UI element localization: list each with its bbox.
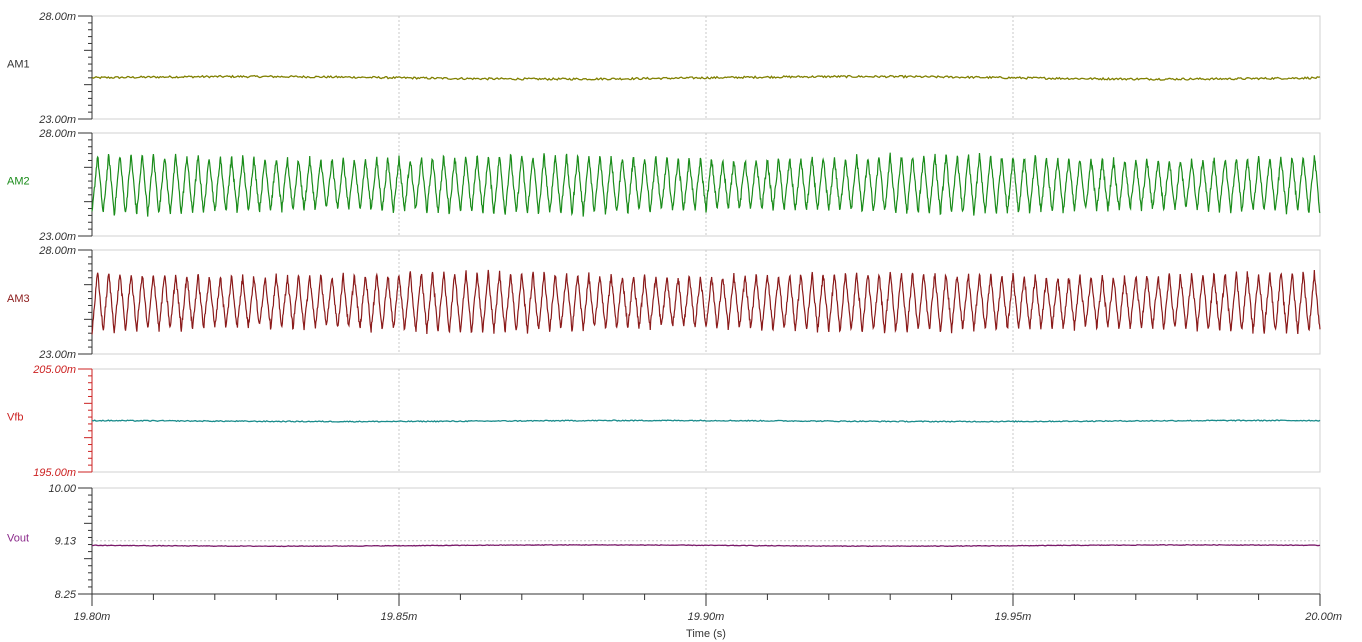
- y-max-label: 28.00m: [38, 11, 76, 23]
- x-tick-label: 19.95m: [995, 611, 1032, 623]
- trace-am1: [91, 74, 1321, 81]
- y-max-label: 10.00: [48, 483, 76, 495]
- panel-am1: 28.00m 23.00m AM1: [7, 11, 1321, 126]
- trace-label-vfb: Vfb: [7, 412, 24, 424]
- y-min-label: 8.25: [55, 589, 77, 601]
- trace-label-am1: AM1: [7, 59, 30, 71]
- plot-frame: [91, 132, 1321, 237]
- x-axis-group: 19.80m 19.85m 19.90m 19.95m 20.00m Time (s): [74, 593, 1342, 640]
- trace-vout: [91, 543, 1321, 548]
- y-min-label: 23.00m: [38, 231, 76, 243]
- y-max-label: 205.00m: [32, 364, 76, 376]
- trace-label-am3: AM3: [7, 293, 30, 305]
- y-min-label: 195.00m: [33, 467, 76, 479]
- plot-frame: [91, 15, 1321, 120]
- trace-am2: [91, 152, 1321, 217]
- x-axis-title: Time (s): [686, 628, 726, 640]
- panel-am2: 28.00m 23.00m AM2: [7, 128, 1321, 243]
- trace-am3: [91, 269, 1321, 335]
- y-min-label: 23.00m: [38, 349, 76, 361]
- panel-vout: 10.00 8.25 9.13 Vout: [7, 483, 1321, 601]
- x-tick-label: 19.85m: [381, 611, 418, 623]
- y-max-label: 28.00m: [38, 128, 76, 140]
- x-tick-label: 20.00m: [1304, 611, 1342, 623]
- y-mid-label: 9.13: [55, 536, 77, 548]
- trace-label-am2: AM2: [7, 176, 30, 188]
- trace-vfb: [91, 419, 1321, 423]
- x-tick-label: 19.80m: [74, 611, 111, 623]
- trace-label-vout: Vout: [7, 533, 29, 545]
- y-min-label: 23.00m: [38, 114, 76, 126]
- y-max-label: 28.00m: [38, 245, 76, 257]
- x-tick-label: 19.90m: [688, 611, 725, 623]
- panel-vfb: 205.00m 195.00m Vfb: [7, 364, 1321, 479]
- panel-am3: 28.00m 23.00m AM3: [7, 245, 1321, 361]
- panels-group: 28.00m 23.00m AM1 28.00m 23.00m AM2 28.00m 23.0…: [7, 11, 1321, 601]
